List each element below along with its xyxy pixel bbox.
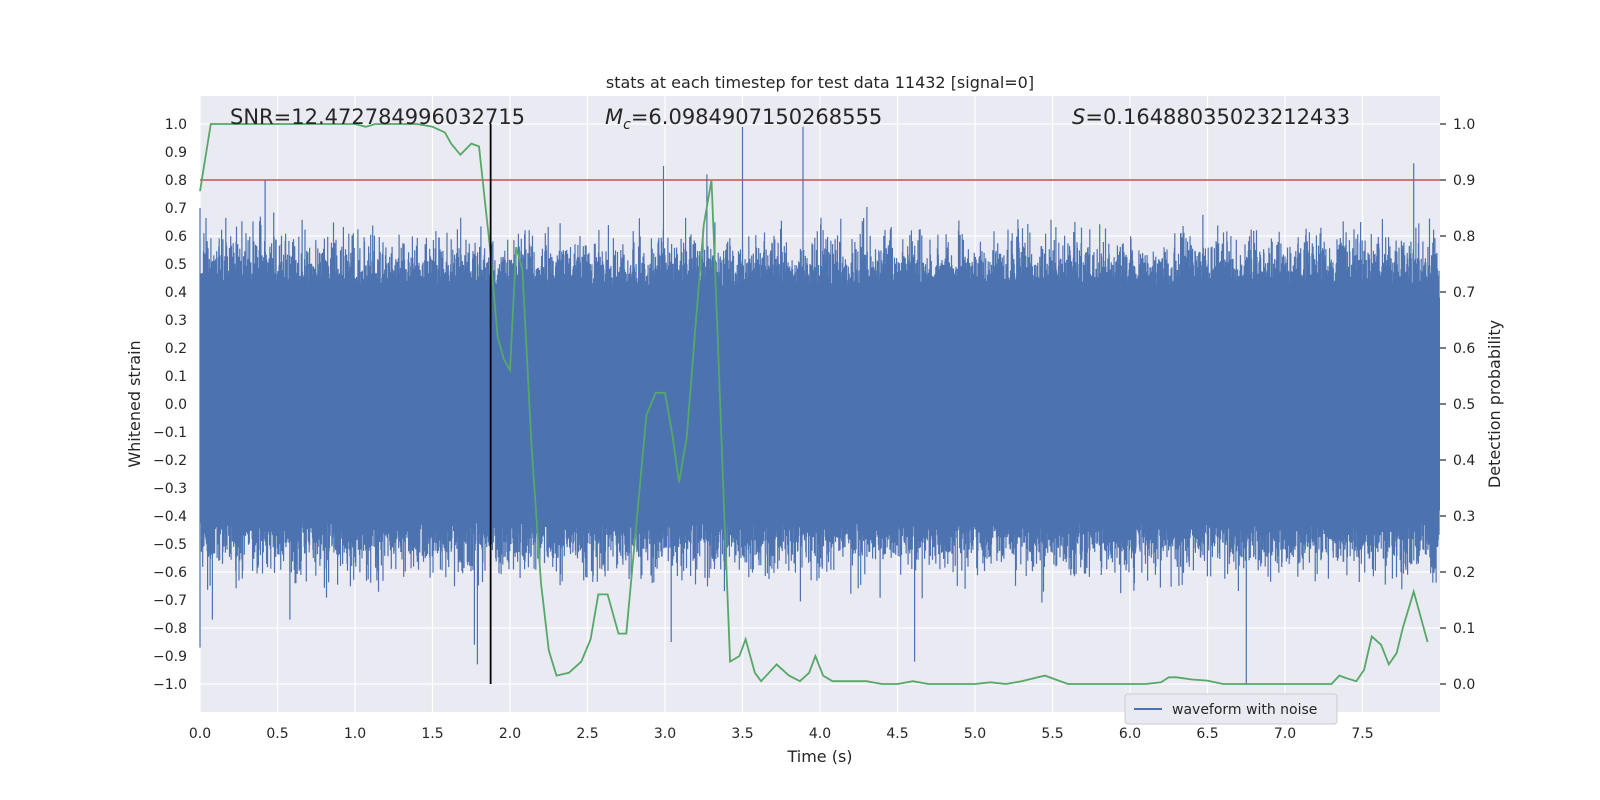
y-right-tick-label: 0.8 [1453, 229, 1475, 245]
y-left-tick-label: −0.5 [153, 537, 187, 553]
y-left-tick-label: 0.3 [165, 313, 187, 329]
y-left-tick-label: −0.7 [153, 593, 187, 609]
x-tick-label: 2.5 [576, 726, 598, 742]
x-tick-label: 3.0 [654, 726, 676, 742]
y-right-tick-label: 0.4 [1453, 453, 1475, 469]
y-left-tick-label: 0.6 [165, 229, 187, 245]
y-left-tick-label: 1.0 [165, 117, 187, 133]
x-tick-label: 3.5 [731, 726, 753, 742]
y-left-tick-label: −0.2 [153, 453, 187, 469]
y-left-tick-label: −0.8 [153, 621, 187, 637]
y-right-tick-label: 0.0 [1453, 677, 1475, 693]
snr-annotation: SNR=12.472784996032715 [230, 105, 525, 129]
x-tick-label: 1.5 [421, 726, 443, 742]
x-tick-label: 7.0 [1274, 726, 1296, 742]
x-axis: 0.0 0.5 1.0 1.5 2.0 2.5 3.0 3.5 4.0 4.5 5.0 5.5 6.0 6… [189, 726, 1374, 742]
legend: waveform with noise [1124, 693, 1338, 725]
chart-title: stats at each timestep for test data 114… [606, 73, 1034, 92]
x-tick-label: 5.0 [964, 726, 986, 742]
x-tick-label: 6.5 [1196, 726, 1218, 742]
y-left-tick-label: 0.5 [165, 257, 187, 273]
y-left-tick-label: 0.2 [165, 341, 187, 357]
y-left-tick-label: −0.3 [153, 481, 187, 497]
chirp-mass-annotation: Mc=6.0984907150268555 [605, 105, 882, 133]
waveform-noise-band [200, 297, 1440, 511]
x-tick-label: 1.0 [344, 726, 366, 742]
y-left-axis-label: Whitened strain [125, 340, 144, 467]
x-tick-label: 5.5 [1041, 726, 1063, 742]
y-right-tick-label: 0.3 [1453, 509, 1475, 525]
s-annotation: S=0.16488035023212433 [1072, 105, 1350, 129]
x-tick-label: 0.0 [189, 726, 211, 742]
y-right-tick-label: 0.9 [1453, 173, 1475, 189]
y-right-axis: 0.0 0.1 0.2 0.3 0.4 0.5 0.6 0.7 0.8 0.9 1.0 [1440, 117, 1475, 693]
y-right-tick-label: 0.7 [1453, 285, 1475, 301]
y-right-tick-label: 0.6 [1453, 341, 1475, 357]
x-tick-label: 7.5 [1351, 726, 1373, 742]
y-left-tick-label: 0.0 [165, 397, 187, 413]
y-left-tick-label: 0.1 [165, 369, 187, 385]
legend-box [1124, 693, 1338, 725]
y-right-axis-label: Detection probability [1485, 320, 1504, 488]
y-right-tick-label: 0.5 [1453, 397, 1475, 413]
y-left-tick-label: 0.7 [165, 201, 187, 217]
x-tick-label: 6.0 [1119, 726, 1141, 742]
y-right-tick-label: 1.0 [1453, 117, 1475, 133]
y-right-tick-label: 0.1 [1453, 621, 1475, 637]
x-tick-label: 2.0 [499, 726, 521, 742]
detection-probability-line [199, 123, 1429, 685]
y-left-tick-label: 0.4 [165, 285, 187, 301]
y-left-tick-label: −0.9 [153, 649, 187, 665]
x-tick-label: 4.5 [886, 726, 908, 742]
x-tick-label: 0.5 [266, 726, 288, 742]
legend-label: waveform with noise [1172, 702, 1317, 718]
y-left-tick-label: −0.1 [153, 425, 187, 441]
y-right-tick-label: 0.2 [1453, 565, 1475, 581]
x-axis-label: Time (s) [786, 747, 852, 766]
y-left-axis: −1.0 −0.9 −0.8 −0.7 −0.6 −0.5 −0.4 −0.3 −0.2 −0.1… [153, 117, 187, 693]
y-left-tick-label: −0.4 [153, 509, 187, 525]
y-left-tick-label: −0.6 [153, 565, 187, 581]
x-tick-label: 4.0 [809, 726, 831, 742]
y-left-tick-label: −1.0 [153, 677, 187, 693]
y-left-tick-label: 0.8 [165, 173, 187, 189]
y-left-tick-label: 0.9 [165, 145, 187, 161]
